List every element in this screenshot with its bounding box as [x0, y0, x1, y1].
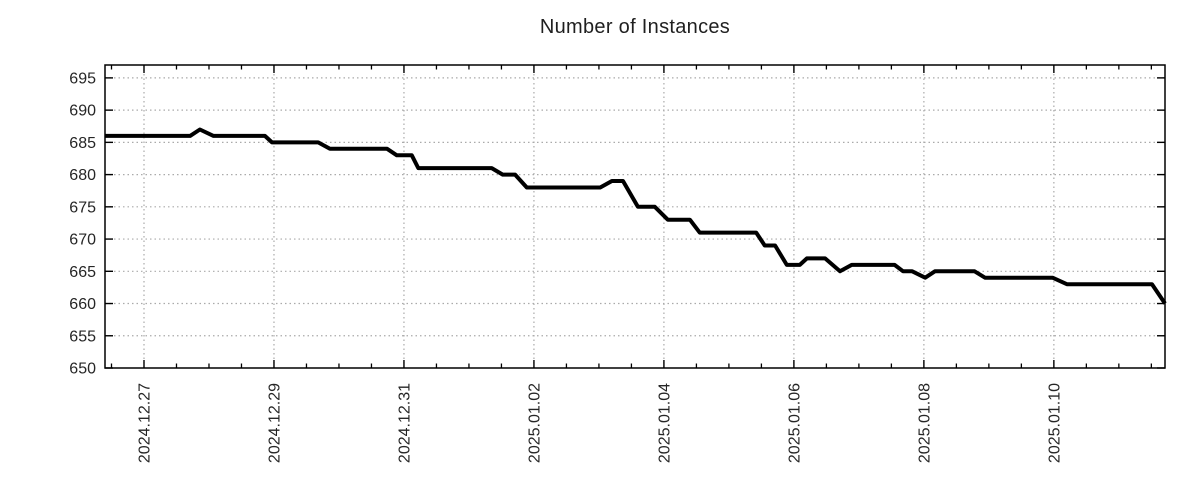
- x-tick-label: 2025.01.04: [656, 383, 673, 463]
- x-tick-label: 2025.01.08: [916, 383, 933, 463]
- series-line-instances: [105, 127, 1167, 305]
- y-tick-label: 690: [69, 103, 96, 120]
- y-tick-label: 655: [69, 328, 96, 345]
- x-tick-label: 2024.12.27: [136, 383, 153, 463]
- plot-border: [104, 64, 1166, 369]
- y-tick-label: 675: [69, 199, 96, 216]
- x-tick-label: 2024.12.29: [266, 383, 283, 463]
- y-tick-label: 695: [69, 70, 96, 87]
- chart-title: Number of Instances: [539, 16, 731, 38]
- x-tick-label: 2025.01.10: [1046, 383, 1063, 463]
- x-tick-label: 2024.12.31: [396, 383, 413, 463]
- y-tick-label: 650: [69, 361, 96, 378]
- y-tick-label: 670: [69, 232, 96, 249]
- y-tick-label: 685: [69, 135, 96, 152]
- x-tick-label: 2025.01.06: [786, 383, 803, 463]
- y-tick-label: 660: [69, 296, 96, 313]
- y-tick-label: 680: [69, 167, 96, 184]
- x-tick-label: 2025.01.02: [526, 383, 543, 463]
- y-tick-label: 665: [69, 264, 96, 281]
